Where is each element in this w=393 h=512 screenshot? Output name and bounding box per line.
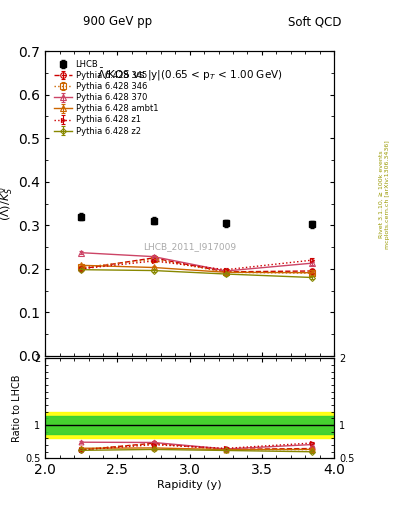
Legend: LHCB, Pythia 6.428 345, Pythia 6.428 346, Pythia 6.428 370, Pythia 6.428 ambt1, : LHCB, Pythia 6.428 345, Pythia 6.428 346…	[52, 58, 160, 137]
Text: LHCB_2011_I917009: LHCB_2011_I917009	[143, 242, 236, 251]
Y-axis label: $\bar{(\Lambda)}/K^0_S$: $\bar{(\Lambda)}/K^0_S$	[0, 186, 16, 221]
Text: $\bar{\Lambda}$/KOS vs |y|(0.65 < p$_T$ < 1.00 GeV): $\bar{\Lambda}$/KOS vs |y|(0.65 < p$_T$ …	[97, 67, 283, 82]
Text: mcplots.cern.ch [arXiv:1306.3436]: mcplots.cern.ch [arXiv:1306.3436]	[385, 140, 390, 249]
Text: Rivet 3.1.10, ≥ 100k events: Rivet 3.1.10, ≥ 100k events	[379, 151, 384, 239]
Text: Soft QCD: Soft QCD	[288, 15, 341, 28]
X-axis label: Rapidity (y): Rapidity (y)	[157, 480, 222, 490]
Y-axis label: Ratio to LHCB: Ratio to LHCB	[12, 375, 22, 442]
Text: 900 GeV pp: 900 GeV pp	[83, 15, 152, 28]
